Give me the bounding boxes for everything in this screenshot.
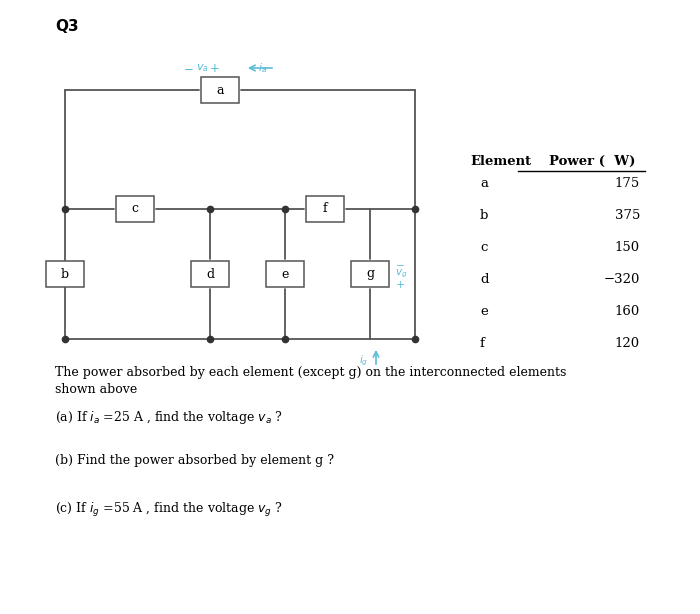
- Text: c: c: [132, 203, 139, 216]
- Text: c: c: [480, 241, 487, 254]
- Text: 175: 175: [615, 177, 640, 190]
- Text: −320: −320: [603, 273, 640, 286]
- Text: d: d: [480, 273, 489, 286]
- Text: 375: 375: [615, 209, 640, 222]
- Bar: [351, 261, 389, 287]
- Text: e: e: [480, 305, 488, 318]
- Text: Element: Element: [470, 155, 531, 168]
- Bar: [116, 196, 154, 222]
- Text: Q3: Q3: [55, 19, 78, 34]
- Bar: [266, 261, 304, 287]
- Text: 120: 120: [615, 337, 640, 350]
- Text: Power (  W): Power ( W): [549, 155, 635, 168]
- Text: $v_g$: $v_g$: [395, 268, 407, 280]
- Text: f: f: [480, 337, 485, 350]
- Text: (b) Find the power absorbed by element g ?: (b) Find the power absorbed by element g…: [55, 454, 334, 467]
- Text: 150: 150: [615, 241, 640, 254]
- Text: shown above: shown above: [55, 383, 137, 396]
- Bar: [201, 77, 239, 103]
- Text: $v_a$: $v_a$: [195, 62, 209, 74]
- Bar: [306, 196, 344, 222]
- Text: The power absorbed by each element (except g) on the interconnected elements: The power absorbed by each element (exce…: [55, 366, 566, 379]
- Text: d: d: [206, 268, 214, 281]
- Text: b: b: [480, 209, 489, 222]
- Text: e: e: [281, 268, 288, 281]
- Bar: [191, 261, 229, 287]
- Bar: [46, 261, 84, 287]
- Text: $-$: $-$: [183, 61, 193, 74]
- Text: 160: 160: [615, 305, 640, 318]
- Text: g: g: [366, 268, 374, 281]
- Text: (c) If $i_g$ =55 A , find the voltage $v_g$ ?: (c) If $i_g$ =55 A , find the voltage $v…: [55, 501, 283, 519]
- Text: $i_g$: $i_g$: [359, 354, 369, 368]
- Text: b: b: [61, 268, 69, 281]
- Text: a: a: [216, 84, 224, 96]
- Text: $+$: $+$: [395, 279, 405, 290]
- Text: (a) If $i_a$ =25 A , find the voltage $v_a$ ?: (a) If $i_a$ =25 A , find the voltage $v…: [55, 409, 283, 426]
- Text: $i_a$: $i_a$: [258, 61, 267, 75]
- Text: $-$: $-$: [395, 260, 405, 268]
- Text: f: f: [323, 203, 328, 216]
- Text: a: a: [480, 177, 488, 190]
- Text: $+$: $+$: [209, 61, 219, 74]
